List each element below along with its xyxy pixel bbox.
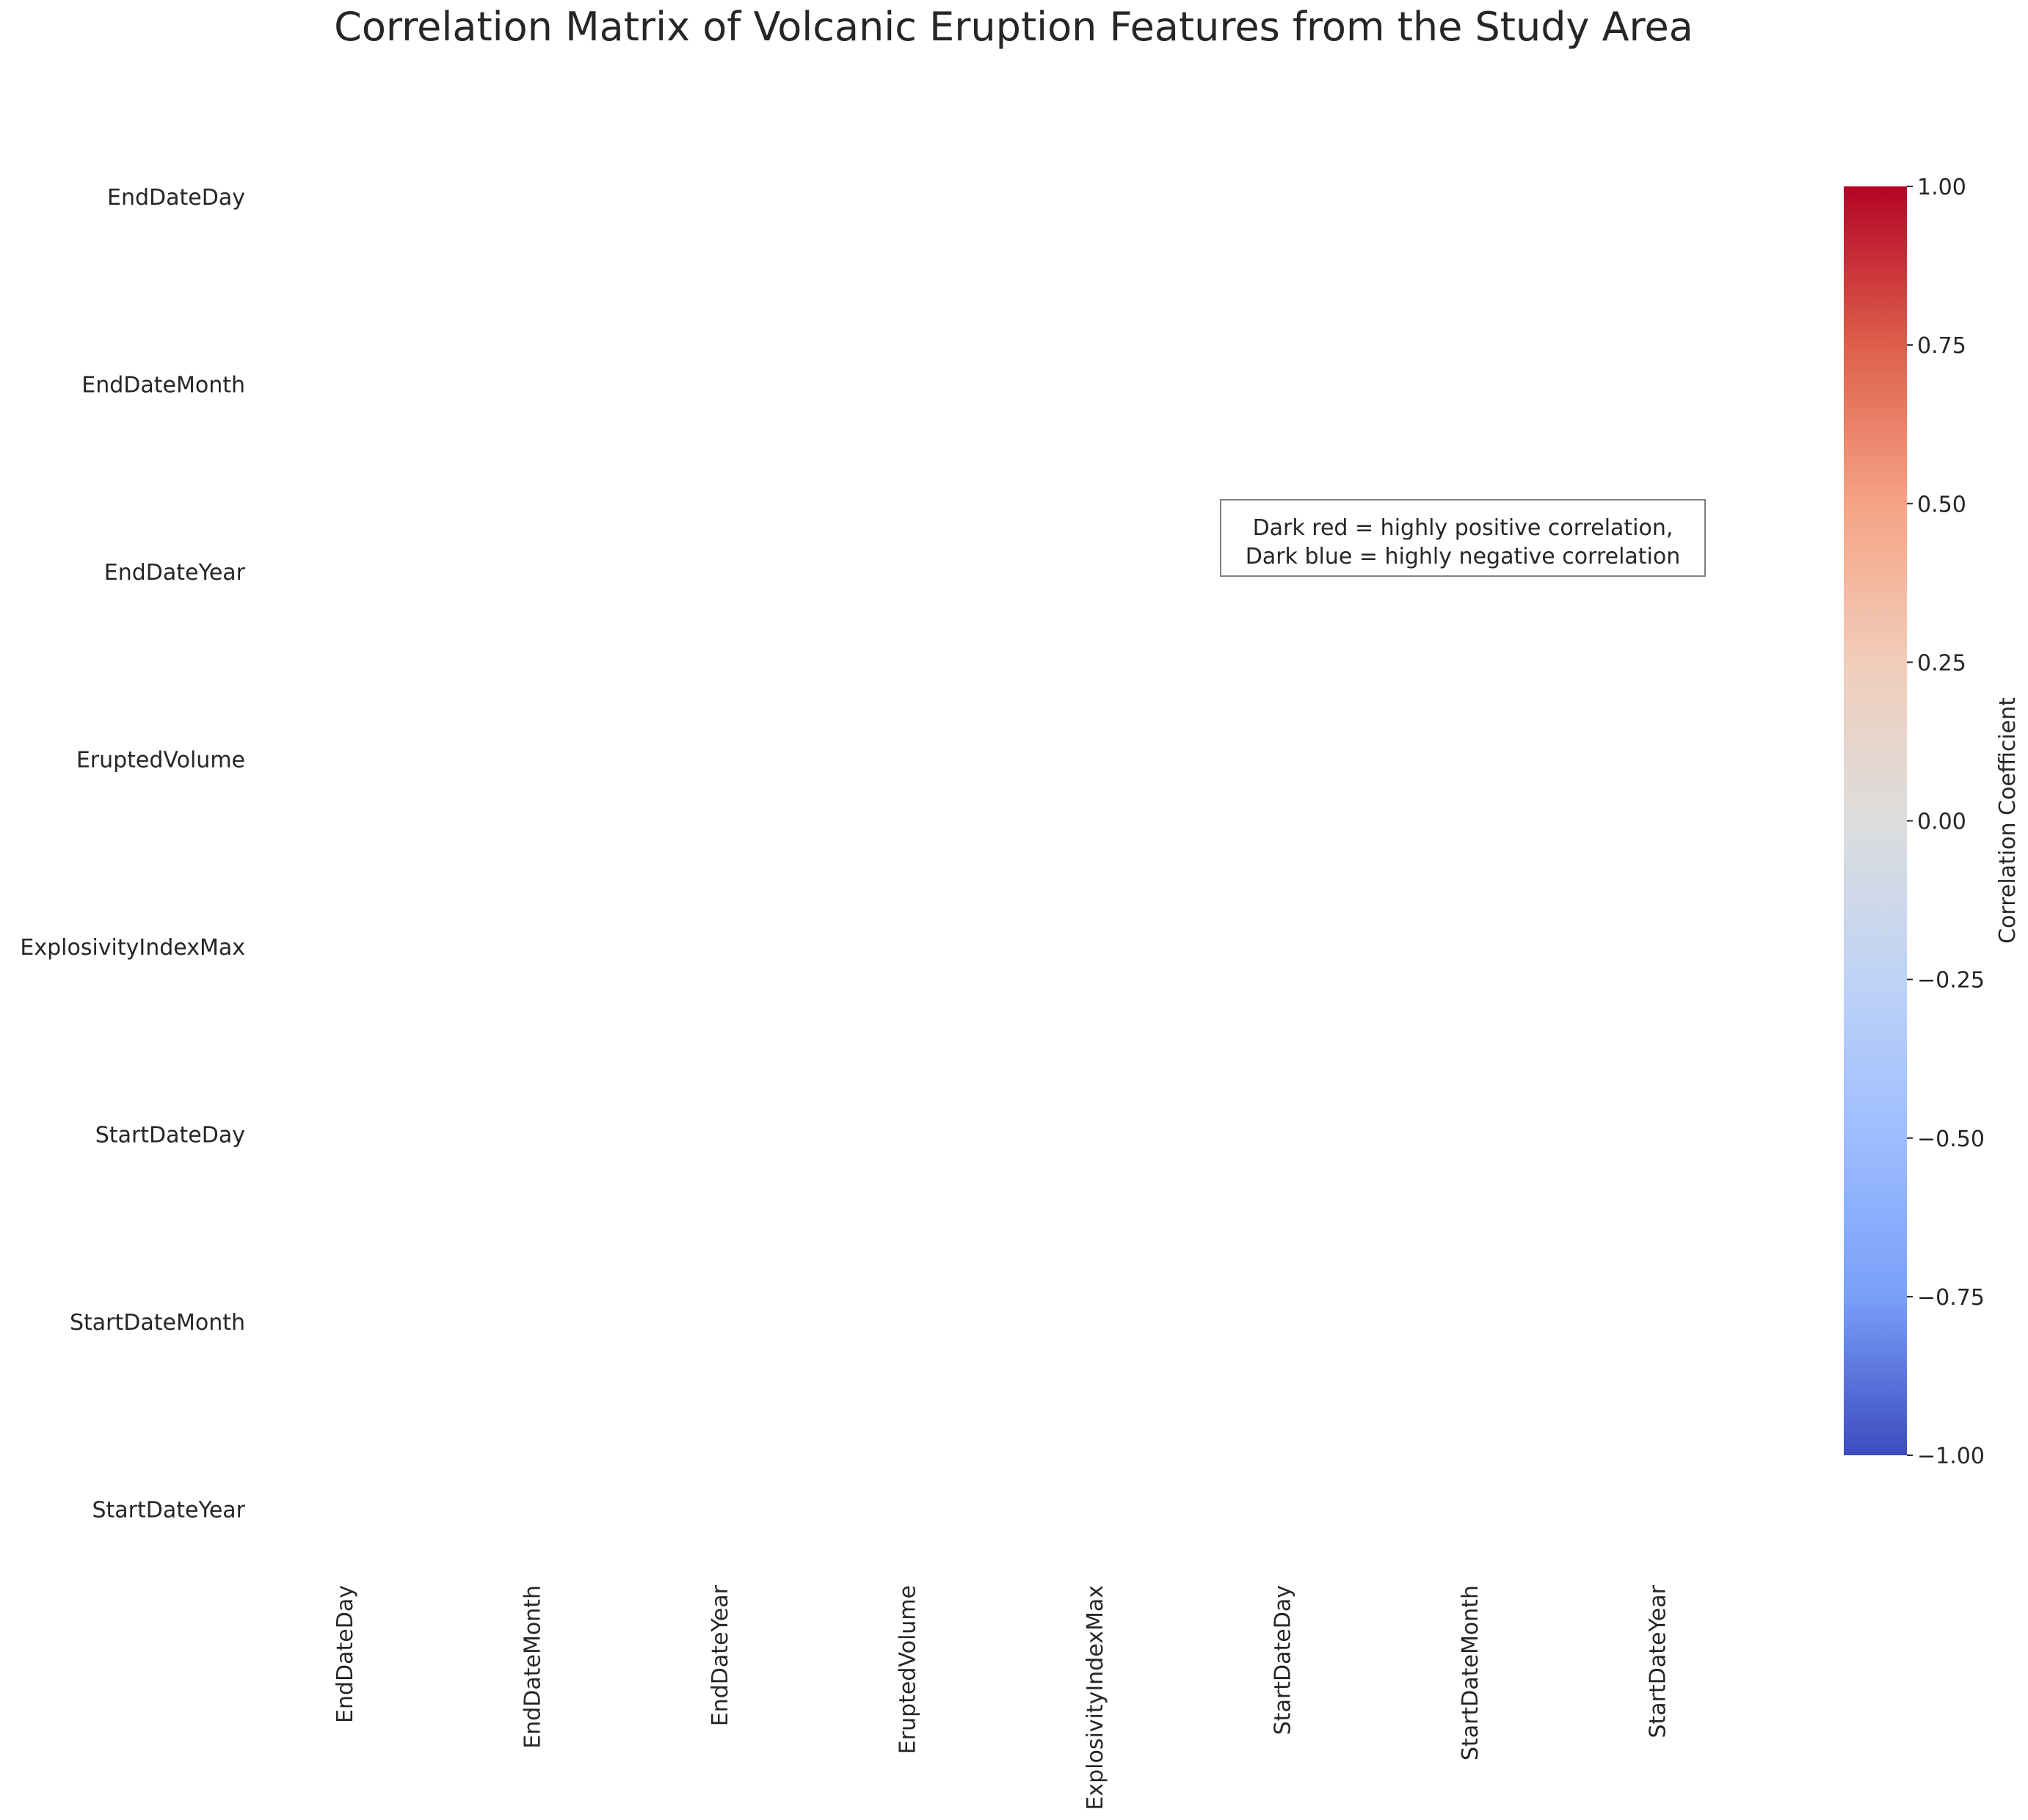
col-label: EndDateDay bbox=[332, 1585, 358, 1723]
annotation-line-2: Dark blue = highly negative correlation bbox=[1246, 544, 1681, 569]
colorbar bbox=[1844, 186, 1907, 1455]
chart-title: Correlation Matrix of Volcanic Eruption … bbox=[334, 4, 1693, 50]
row-label: ExplosivityIndexMax bbox=[20, 935, 245, 961]
col-labels: EndDateDay EndDateMonth EndDateYear Erupted… bbox=[332, 1584, 1671, 1810]
colorbar-ticks: 1.00 0.75 0.50 0.25 0.00 −0.25 −0.50 −0.75 −1.00 bbox=[1907, 175, 1985, 1469]
colorbar-tick-label: −0.75 bbox=[1917, 1285, 1985, 1311]
row-label: EndDateYear bbox=[104, 560, 246, 586]
row-label: EndDateMonth bbox=[81, 372, 245, 398]
colorbar-tick-label: 1.00 bbox=[1917, 175, 1966, 200]
colorbar-tick-label: −0.50 bbox=[1917, 1126, 1985, 1152]
col-label: StartDateYear bbox=[1645, 1584, 1671, 1738]
annotation-frame bbox=[1220, 499, 1706, 577]
colorbar-label: Correlation Coefficient bbox=[1995, 697, 2021, 944]
row-label: StartDateDay bbox=[95, 1122, 245, 1148]
row-labels: EndDateDay EndDateMonth EndDateYear Erupted… bbox=[20, 185, 245, 1524]
colorbar-tick-label: 0.50 bbox=[1917, 492, 1966, 517]
annotation-box: Dark red = highly positive correlation, … bbox=[1220, 499, 1706, 577]
col-label: ExplosivityIndexMax bbox=[1083, 1585, 1108, 1810]
row-label: StartDateYear bbox=[92, 1497, 245, 1523]
row-label: EruptedVolume bbox=[76, 747, 245, 773]
col-label: StartDateDay bbox=[1270, 1585, 1295, 1735]
col-label: StartDateMonth bbox=[1458, 1585, 1483, 1761]
row-label: StartDateMonth bbox=[70, 1310, 245, 1336]
colorbar-tick-label: 0.00 bbox=[1917, 809, 1966, 835]
col-label: EruptedVolume bbox=[895, 1585, 920, 1754]
col-label: EndDateYear bbox=[708, 1584, 733, 1726]
row-label: EndDateDay bbox=[107, 185, 245, 211]
colorbar-tick-label: 0.75 bbox=[1917, 333, 1966, 359]
colorbar-tick-label: −0.25 bbox=[1917, 968, 1985, 994]
col-label: EndDateMonth bbox=[520, 1585, 545, 1749]
colorbar-tick-label: −1.00 bbox=[1917, 1444, 1985, 1469]
annotation-line-1: Dark red = highly positive correlation, bbox=[1253, 515, 1673, 541]
colorbar-tick-label: 0.25 bbox=[1917, 650, 1966, 676]
